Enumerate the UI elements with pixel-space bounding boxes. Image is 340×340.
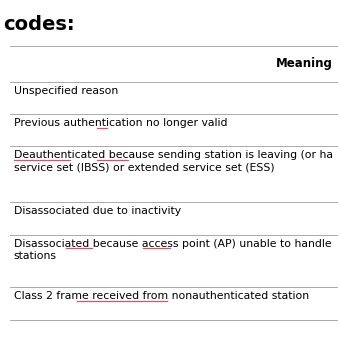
Text: Disassociated because access point (AP) unable to handle
stations: Disassociated because access point (AP) … xyxy=(14,239,331,261)
Text: Deauthenticated because sending station is leaving (or ha
service set (IBSS) or : Deauthenticated because sending station … xyxy=(14,150,333,173)
Text: Disassociated due to inactivity: Disassociated due to inactivity xyxy=(14,206,181,216)
Text: codes:: codes: xyxy=(3,15,75,34)
Text: Class 2 frame received from nonauthenticated station: Class 2 frame received from nonauthentic… xyxy=(14,291,309,301)
Text: Previous authentication no longer valid: Previous authentication no longer valid xyxy=(14,118,227,128)
Text: Unspecified reason: Unspecified reason xyxy=(14,86,118,96)
Text: Meaning: Meaning xyxy=(276,57,333,70)
